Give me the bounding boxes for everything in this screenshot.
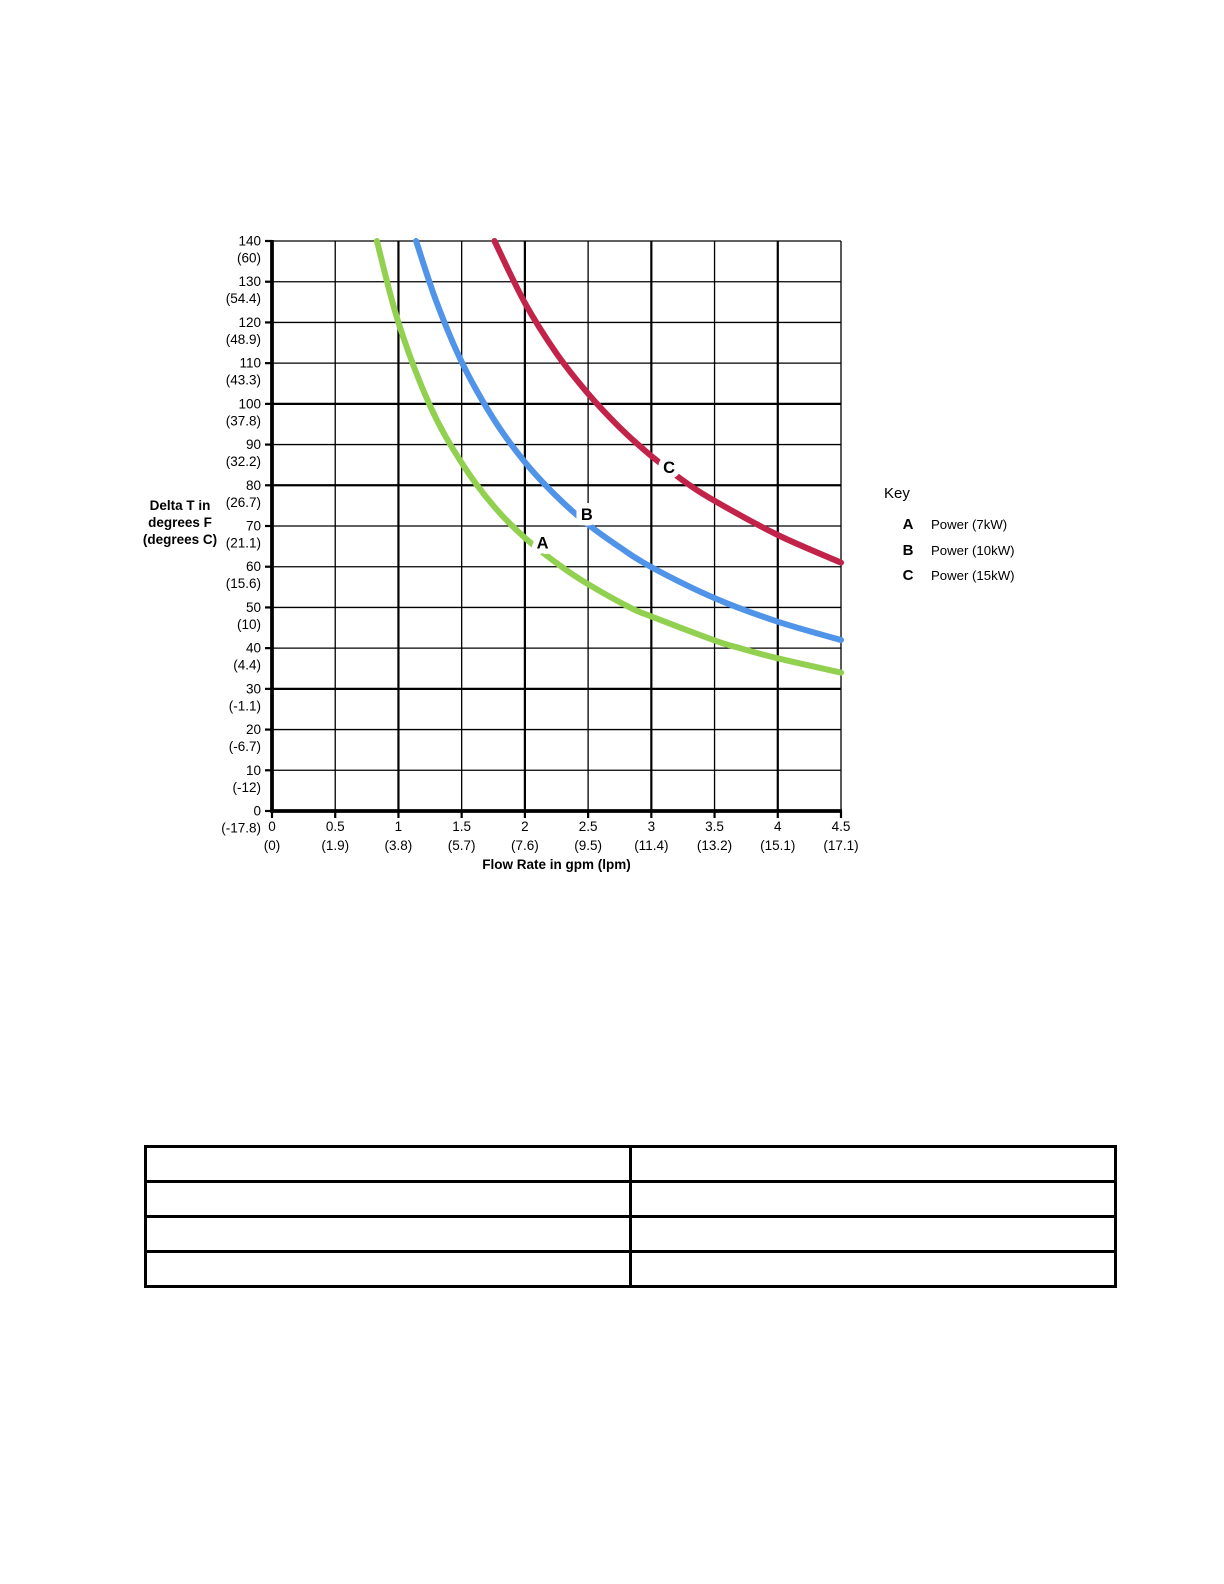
svg-text:50: 50 <box>246 600 261 615</box>
svg-text:(26.7): (26.7) <box>226 495 261 510</box>
svg-text:1: 1 <box>395 819 403 834</box>
svg-text:(60): (60) <box>237 251 261 266</box>
curve-c <box>491 238 844 566</box>
table-row <box>144 1145 1117 1183</box>
y-tick-labels: 140(60)130(54.4)120(48.9)110(43.3)100(37… <box>221 234 261 836</box>
svg-text:1.5: 1.5 <box>452 819 471 834</box>
y-axis-title-line1: Delta T in <box>149 498 211 513</box>
svg-text:0: 0 <box>268 819 276 834</box>
tick-marks <box>265 239 843 818</box>
series-curves <box>373 238 844 676</box>
svg-text:10: 10 <box>246 763 261 778</box>
svg-text:4: 4 <box>774 819 782 834</box>
svg-text:(37.8): (37.8) <box>226 413 261 428</box>
svg-text:2: 2 <box>521 819 529 834</box>
svg-text:4.5: 4.5 <box>832 819 851 834</box>
svg-text:(48.9): (48.9) <box>226 332 261 347</box>
table-row <box>144 1180 1117 1218</box>
legend-label-a: Power (7kW) <box>931 517 1008 533</box>
table-cell <box>144 1180 632 1218</box>
svg-text:(43.3): (43.3) <box>226 373 261 388</box>
legend-letter-c: C <box>902 567 914 585</box>
svg-text:0.5: 0.5 <box>326 819 345 834</box>
svg-text:(0): (0) <box>264 838 281 853</box>
svg-text:120: 120 <box>238 315 261 330</box>
table-cell <box>629 1215 1117 1253</box>
svg-text:140: 140 <box>238 234 261 249</box>
svg-text:(11.4): (11.4) <box>634 838 668 853</box>
table-cell <box>629 1250 1117 1288</box>
legend-item-c: C Power (15kW) <box>884 563 1015 589</box>
legend-title: Key <box>884 485 910 502</box>
legend-item-b: B Power (10kW) <box>884 538 1015 564</box>
legend-label-c: Power (15kW) <box>931 568 1015 584</box>
curve-label-b: B <box>581 506 593 524</box>
curve-a <box>373 238 844 676</box>
table-cell <box>144 1215 632 1253</box>
table-cell <box>144 1250 632 1288</box>
svg-text:3.5: 3.5 <box>705 819 724 834</box>
table-cell <box>629 1180 1117 1218</box>
notes-table <box>144 1145 1117 1288</box>
table-row <box>144 1215 1117 1253</box>
curve-label-a: A <box>537 534 549 552</box>
table-cell <box>144 1145 632 1183</box>
legend-letter-a: A <box>902 516 914 534</box>
svg-text:30: 30 <box>246 681 261 696</box>
y-axis-title-line2: degrees F <box>148 515 212 530</box>
legend-item-a: A Power (7kW) <box>884 512 1015 538</box>
y-axis-title-line3: (degrees C) <box>142 532 218 547</box>
svg-text:3: 3 <box>648 819 656 834</box>
svg-text:(4.4): (4.4) <box>233 658 261 673</box>
svg-text:2.5: 2.5 <box>579 819 598 834</box>
svg-text:0: 0 <box>253 804 261 819</box>
svg-text:(-6.7): (-6.7) <box>229 739 261 754</box>
legend-letter-b: B <box>902 541 914 559</box>
svg-text:70: 70 <box>246 519 261 534</box>
svg-text:100: 100 <box>238 396 261 411</box>
table-row <box>144 1250 1117 1288</box>
legend-rows: A Power (7kW) B Power (10kW) C Power (15kW) <box>884 512 1015 589</box>
svg-text:20: 20 <box>246 722 261 737</box>
svg-text:(-1.1): (-1.1) <box>229 698 261 713</box>
svg-text:(1.9): (1.9) <box>321 838 349 853</box>
svg-text:(7.6): (7.6) <box>511 838 539 853</box>
svg-text:(9.5): (9.5) <box>574 838 602 853</box>
svg-text:(-17.8): (-17.8) <box>221 821 261 836</box>
svg-text:(21.1): (21.1) <box>226 536 261 551</box>
svg-text:(-12): (-12) <box>232 780 261 795</box>
svg-text:(5.7): (5.7) <box>448 838 476 853</box>
svg-text:(3.8): (3.8) <box>385 838 413 853</box>
svg-text:(15.1): (15.1) <box>760 838 795 853</box>
svg-text:130: 130 <box>238 274 261 289</box>
svg-text:(15.6): (15.6) <box>226 576 261 591</box>
svg-text:(54.4): (54.4) <box>226 291 261 306</box>
curve-label-c: C <box>663 459 675 477</box>
x-axis-title: Flow Rate in gpm (lpm) <box>482 857 631 872</box>
svg-text:(17.1): (17.1) <box>823 838 858 853</box>
x-tick-labels: 0 (0) 0.5 (1.9) 1 (3.8) 1.5 (5.7) 2 (7.6) 2.5 (9.5)… <box>264 819 859 853</box>
svg-text:110: 110 <box>239 356 261 371</box>
svg-text:80: 80 <box>246 478 261 493</box>
svg-text:(13.2): (13.2) <box>697 838 732 853</box>
svg-text:60: 60 <box>246 559 261 574</box>
table-cell <box>629 1145 1117 1183</box>
gridlines <box>270 240 842 813</box>
svg-text:90: 90 <box>246 437 261 452</box>
legend: Key A Power (7kW) B Power (10kW) C Power (15k… <box>884 484 1015 589</box>
svg-text:40: 40 <box>246 641 261 656</box>
y-axis-title: Delta T in degrees F (degrees C) <box>124 497 236 548</box>
legend-label-b: Power (10kW) <box>931 542 1015 558</box>
svg-text:(10): (10) <box>237 617 261 632</box>
curve-b <box>413 238 844 643</box>
svg-text:(32.2): (32.2) <box>226 454 261 469</box>
